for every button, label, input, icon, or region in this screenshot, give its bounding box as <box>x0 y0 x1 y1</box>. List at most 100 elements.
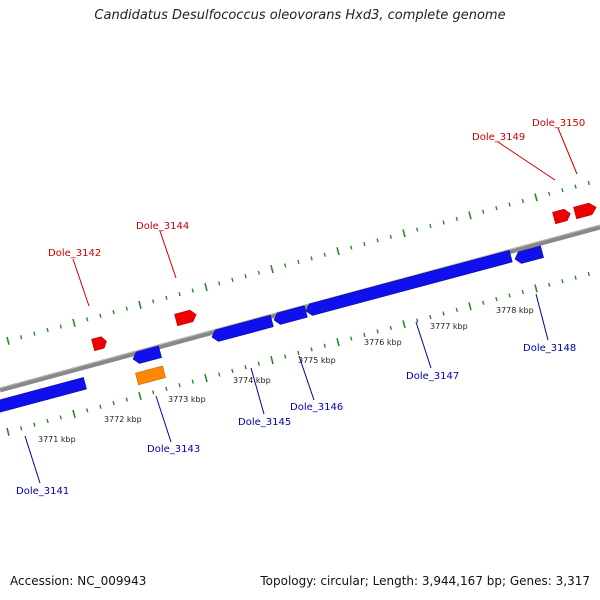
kbp-label-3775: 3775 kbp <box>298 356 336 365</box>
gene-dole-3145-shape[interactable] <box>210 314 274 343</box>
bottom-tick <box>482 300 485 305</box>
gene-dole-3142-shape[interactable] <box>91 336 108 352</box>
bottom-tick <box>191 379 194 384</box>
bottom-tick <box>165 386 168 391</box>
bottom-tick <box>455 307 458 312</box>
bottom-tick <box>336 338 340 347</box>
bottom-tick <box>574 275 577 280</box>
kbp-label-3773: 3773 kbp <box>168 395 206 404</box>
tick-row-bottom <box>6 271 590 436</box>
kbp-label-3771: 3771 kbp <box>38 435 76 444</box>
bottom-tick <box>6 427 10 436</box>
top-leader-lines <box>72 127 578 307</box>
top-tick <box>363 241 366 247</box>
top-tick <box>336 247 340 256</box>
top-tick <box>521 198 524 204</box>
tick-row-top <box>6 180 590 345</box>
bottom-tick <box>257 361 260 366</box>
top-tick <box>125 306 128 311</box>
gene-label-dole-3149[interactable]: Dole_3149 <box>472 132 525 143</box>
bottom-tick <box>561 279 564 284</box>
gene-dole-3143a-shape[interactable] <box>131 345 162 365</box>
top-tick <box>574 184 577 189</box>
bottom-tick <box>86 408 89 413</box>
gene-label-dole-3150[interactable]: Dole_3150 <box>532 118 585 129</box>
bottom-leader-lines <box>24 293 549 484</box>
top-tick <box>323 252 326 257</box>
top-tick <box>204 282 208 292</box>
gene-label-dole-3142[interactable]: Dole_3142 <box>48 248 101 259</box>
top-tick <box>482 209 485 214</box>
bottom-tick <box>442 311 445 316</box>
gene-dole-3146-shape[interactable] <box>272 305 308 326</box>
gene-dole-3144-shape[interactable] <box>174 309 197 327</box>
bottom-tick <box>402 320 406 329</box>
top-tick <box>468 211 472 220</box>
top-tick <box>165 295 168 300</box>
top-tick <box>191 288 194 293</box>
top-tick <box>46 327 49 333</box>
bottom-tick <box>284 354 287 359</box>
bottom-tick <box>99 404 102 409</box>
bottom-tick <box>59 415 62 420</box>
gene-label-dole-3141[interactable]: Dole_3141 <box>16 486 69 497</box>
accession-text: Accession: NC_009943 <box>10 574 147 588</box>
bottom-tick <box>33 422 36 427</box>
bottom-tick <box>112 401 115 406</box>
bottom-tick <box>178 383 181 388</box>
bottom-tick <box>125 397 128 402</box>
genome-backbone-highlight <box>0 224 600 389</box>
top-tick <box>86 317 89 322</box>
bottom-tick <box>310 347 313 352</box>
top-tick <box>310 256 313 261</box>
bottom-tick <box>416 318 419 323</box>
top-tick <box>138 300 142 310</box>
top-tick <box>429 223 432 229</box>
top-tick <box>455 216 458 221</box>
bottom-tick <box>548 282 551 287</box>
bottom-tick <box>46 418 49 424</box>
top-tick <box>20 335 23 340</box>
top-tick <box>376 238 379 243</box>
top-tick <box>534 193 538 202</box>
gene-dole-3148-shape[interactable] <box>513 245 544 265</box>
bottom-tick <box>323 343 326 348</box>
top-tick <box>389 234 392 239</box>
top-tick <box>416 227 419 232</box>
gene-shapes <box>0 202 597 414</box>
gene-dole-3147-shape[interactable] <box>304 250 513 316</box>
gene-dole-3141-shape[interactable] <box>0 377 87 414</box>
top-tick <box>561 188 564 193</box>
bottom-tick <box>270 356 274 365</box>
top-tick <box>112 310 115 315</box>
top-tick <box>297 259 300 265</box>
bottom-tick <box>138 391 142 401</box>
bottom-tick <box>429 314 432 320</box>
top-tick <box>587 180 590 186</box>
top-tick <box>59 324 62 329</box>
bottom-tick <box>72 409 76 418</box>
top-tick <box>508 202 511 207</box>
gene-label-dole-3147[interactable]: Dole_3147 <box>406 371 459 382</box>
gene-label-dole-3144[interactable]: Dole_3144 <box>136 221 189 232</box>
bottom-tick <box>534 284 538 293</box>
top-tick <box>33 331 36 336</box>
bottom-tick <box>468 302 472 311</box>
bottom-tick <box>20 426 23 431</box>
gene-label-dole-3145[interactable]: Dole_3145 <box>238 417 291 428</box>
bottom-tick <box>231 368 234 373</box>
bottom-tick <box>244 365 247 370</box>
gene-dole-3150-shape[interactable] <box>573 202 597 220</box>
gene-dole-3143-shape[interactable] <box>135 365 166 386</box>
bottom-tick <box>204 373 208 383</box>
top-tick <box>442 220 445 225</box>
top-tick <box>218 281 221 286</box>
top-tick <box>244 274 247 279</box>
gene-dole-3149-shape[interactable] <box>552 208 572 225</box>
bottom-tick <box>521 289 524 295</box>
bottom-tick <box>350 336 353 341</box>
gene-label-dole-3146[interactable]: Dole_3146 <box>290 402 343 413</box>
gene-label-dole-3148[interactable]: Dole_3148 <box>523 343 576 354</box>
gene-label-dole-3143[interactable]: Dole_3143 <box>147 444 200 455</box>
genome-summary-text: Topology: circular; Length: 3,944,167 bp… <box>260 574 590 588</box>
